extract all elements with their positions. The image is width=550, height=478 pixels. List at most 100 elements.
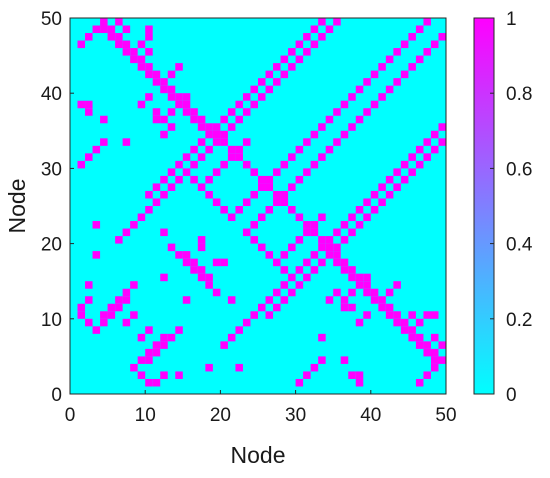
heatmap-cell — [333, 243, 341, 252]
heatmap-cell — [325, 236, 334, 244]
heatmap-cell — [107, 33, 116, 41]
heatmap-cell — [205, 145, 213, 154]
heatmap-cell — [220, 138, 228, 146]
heatmap-cell — [295, 236, 304, 244]
heatmap-cell — [408, 311, 416, 319]
heatmap-cell — [393, 318, 401, 327]
heatmap-cell — [122, 296, 131, 304]
heatmap-cell — [295, 281, 304, 289]
heatmap-cell — [423, 371, 431, 379]
heatmap-cell — [152, 378, 161, 387]
heatmap-cell — [182, 251, 191, 259]
heatmap-cell — [137, 333, 146, 342]
heatmap-cell — [212, 288, 221, 297]
colorbar — [473, 17, 495, 395]
heatmap-cell — [122, 40, 131, 49]
heatmap-cell — [408, 326, 416, 334]
heatmap-cell — [227, 213, 236, 222]
heatmap-cell — [385, 288, 394, 297]
x-axis-label: Node — [231, 442, 286, 468]
heatmap-cell — [205, 363, 213, 372]
heatmap-cell — [295, 55, 304, 64]
heatmap-cell — [378, 198, 386, 206]
heatmap-cell — [370, 100, 379, 109]
heatmap-cell — [145, 378, 153, 387]
heatmap-cell — [122, 138, 131, 146]
heatmap-cell — [423, 18, 431, 26]
heatmap-cell — [85, 318, 93, 327]
heatmap-cell — [340, 130, 349, 139]
heatmap-cell — [303, 371, 311, 379]
heatmap-cell — [92, 326, 101, 334]
heatmap-cell — [400, 70, 409, 79]
heatmap-cell — [393, 48, 401, 56]
colorbar-tick-label: 0.4 — [506, 235, 533, 256]
heatmap-cell — [212, 168, 221, 176]
heatmap-cell — [220, 258, 228, 267]
heatmap-cell — [190, 145, 198, 154]
heatmap-cell — [250, 311, 258, 319]
colorbar-tick-label: 0.2 — [506, 310, 532, 331]
heatmap-cell — [92, 25, 101, 34]
heatmap-cell — [258, 93, 266, 101]
heatmap-cell — [355, 371, 364, 379]
heatmap-cell — [430, 145, 439, 154]
heatmap-cell — [175, 63, 183, 71]
heatmap-cell — [423, 138, 431, 146]
y-tick-label: 50 — [41, 9, 62, 30]
heatmap-cell — [333, 138, 341, 146]
heatmap-cell — [265, 206, 274, 214]
heatmap-cell — [227, 123, 236, 131]
heatmap-cell — [295, 145, 304, 154]
heatmap-cell — [242, 138, 251, 146]
heatmap-cell — [280, 296, 289, 304]
heatmap-cell — [363, 213, 371, 222]
heatmap-cell — [145, 206, 153, 214]
heatmap-cell — [77, 311, 86, 319]
heatmap-cell — [152, 348, 161, 357]
heatmap-cell — [400, 40, 409, 49]
heatmap-cell — [303, 228, 311, 237]
heatmap-cell — [182, 93, 191, 101]
heatmap-cell — [295, 40, 304, 49]
y-tick-label: 20 — [41, 235, 62, 256]
heatmap-cell — [212, 198, 221, 206]
heatmap-cell — [370, 206, 379, 214]
heatmap-cell — [122, 288, 131, 297]
heatmap-cell — [408, 153, 416, 161]
heatmap-cell — [340, 221, 349, 229]
heatmap-cell — [205, 175, 213, 184]
heatmap-cell — [310, 266, 319, 274]
heatmap-cell — [190, 258, 198, 267]
heatmap-cell — [145, 356, 153, 364]
heatmap-cell — [430, 311, 439, 319]
heatmap-cell — [205, 123, 213, 131]
heatmap-cell — [137, 55, 146, 64]
heatmap-cell — [423, 348, 431, 357]
heatmap-cell — [85, 100, 93, 109]
heatmap-cell — [355, 115, 364, 124]
colorbar-axis: 0 0.2 0.4 0.6 0.8 1 — [490, 9, 533, 406]
heatmap-cell — [145, 25, 153, 34]
heatmap-cell — [303, 258, 311, 267]
heatmap-cell — [197, 138, 206, 146]
heatmap-cell — [212, 123, 221, 131]
heatmap-cell — [340, 356, 349, 364]
heatmap-cell — [273, 198, 281, 206]
heatmap-cell — [340, 303, 349, 312]
heatmap-cell — [227, 108, 236, 116]
heatmap-cell — [242, 160, 251, 169]
heatmap-cells — [70, 18, 446, 394]
heatmap-cell — [258, 78, 266, 86]
heatmap-cell — [273, 168, 281, 176]
heatmap-cell — [190, 175, 198, 184]
heatmap-cell — [438, 123, 446, 131]
heatmap-cell — [318, 258, 326, 267]
heatmap-cell — [100, 25, 108, 34]
heatmap-cell — [355, 221, 364, 229]
heatmap-cell — [280, 160, 289, 169]
heatmap-cell — [100, 311, 108, 319]
heatmap-cell — [325, 115, 334, 124]
heatmap-cell — [92, 221, 101, 229]
heatmap-cell — [190, 160, 198, 169]
